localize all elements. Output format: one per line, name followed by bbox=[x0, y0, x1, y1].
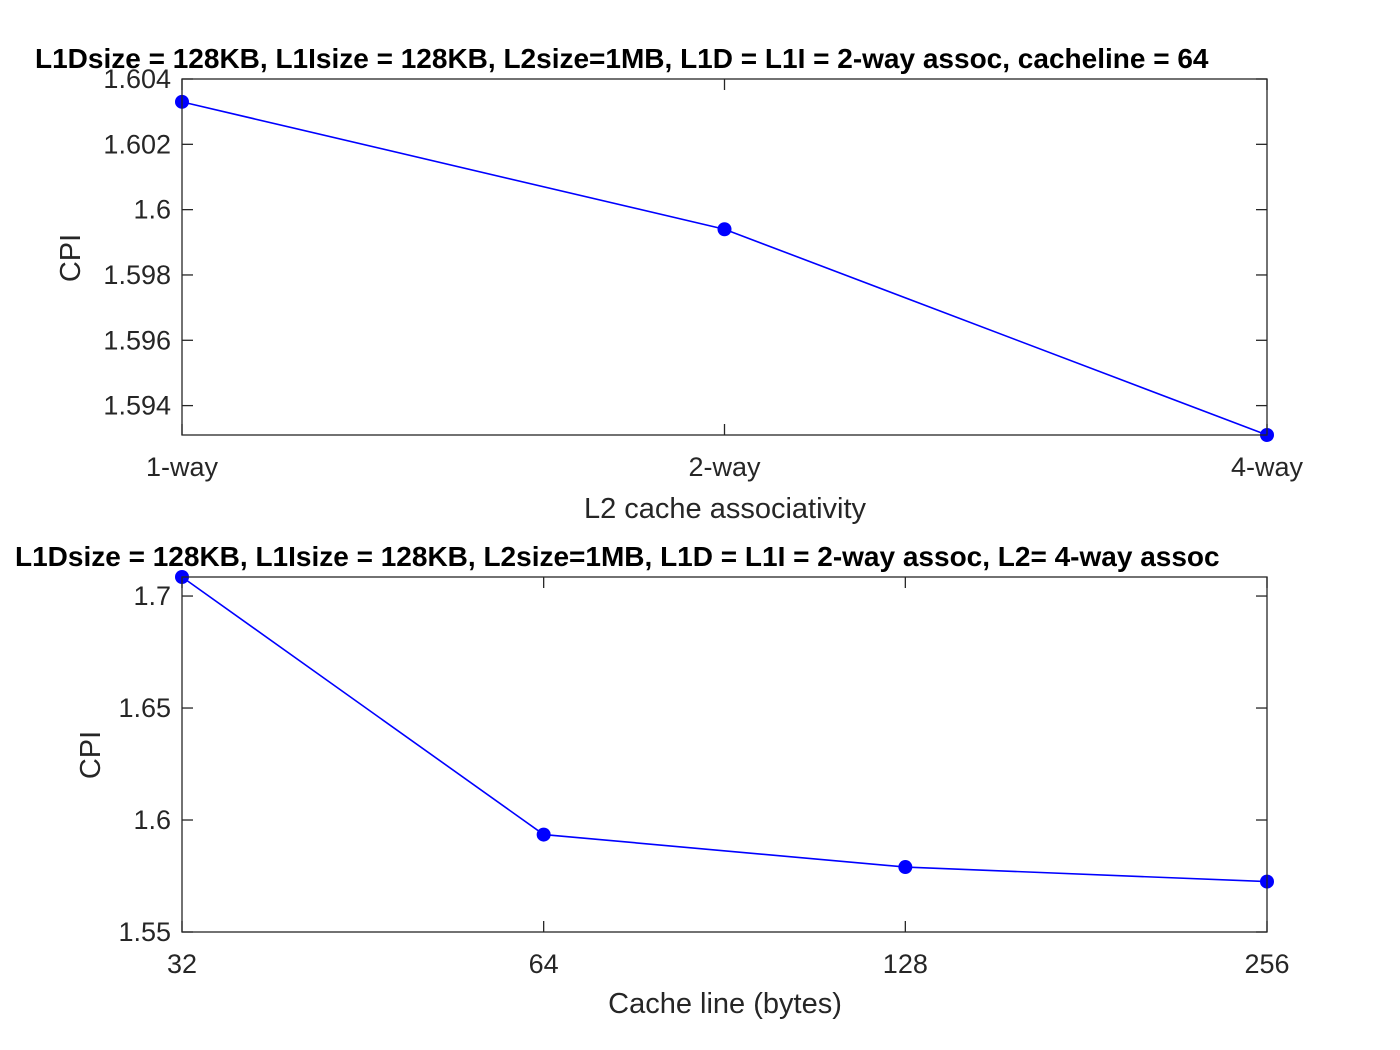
x-tick-label: 32 bbox=[167, 949, 197, 979]
chart-title: L1Dsize = 128KB, L1Isize = 128KB, L2size… bbox=[15, 541, 1220, 572]
x-tick-label: 128 bbox=[883, 949, 928, 979]
data-point bbox=[536, 827, 551, 842]
y-tick-label: 1.604 bbox=[103, 64, 171, 94]
y-tick-label: 1.596 bbox=[103, 325, 171, 355]
x-axis-label: Cache line (bytes) bbox=[608, 988, 842, 1020]
series-line bbox=[181, 576, 1268, 883]
x-tick-label: 4-way bbox=[1231, 452, 1304, 482]
axes-box bbox=[181, 576, 1268, 933]
y-tick-label: 1.6 bbox=[133, 805, 171, 835]
subplot-cache-line: L1Dsize = 128KB, L1Isize = 128KB, L2size… bbox=[15, 541, 1290, 1020]
tick-labels: 1.594 1.596 1.598 1.6 1.602 1.604 1-way 2-way 4-… bbox=[103, 64, 1303, 482]
data-point bbox=[898, 860, 913, 875]
y-axis-label: CPI bbox=[75, 731, 107, 779]
y-tick-label: 1.55 bbox=[118, 917, 171, 947]
y-tick-label: 1.598 bbox=[103, 260, 171, 290]
tick-labels: 1.55 1.6 1.65 1.7 32 64 128 256 bbox=[118, 577, 1290, 979]
y-tick-label: 1.7 bbox=[133, 581, 171, 611]
y-tick-label: 1.602 bbox=[103, 129, 171, 159]
y-tick-label: 1.6 bbox=[133, 195, 171, 225]
x-tick-label: 2-way bbox=[688, 452, 761, 482]
x-tick-label: 64 bbox=[529, 949, 559, 979]
axes-box bbox=[181, 78, 1268, 436]
x-axis-label: L2 cache associativity bbox=[584, 493, 867, 525]
data-marks bbox=[175, 94, 1274, 442]
y-axis-label: CPI bbox=[55, 234, 87, 282]
x-tick-label: 1-way bbox=[146, 452, 219, 482]
y-tick-label: 1.65 bbox=[118, 693, 171, 723]
data-marks bbox=[175, 570, 1274, 889]
y-tick-label: 1.594 bbox=[103, 391, 171, 421]
x-tick-label: 256 bbox=[1244, 949, 1289, 979]
chart-title: L1Dsize = 128KB, L1Isize = 128KB, L2size… bbox=[35, 43, 1209, 74]
data-point bbox=[717, 222, 732, 237]
subplot-associativity: L1Dsize = 128KB, L1Isize = 128KB, L2size… bbox=[35, 43, 1304, 525]
